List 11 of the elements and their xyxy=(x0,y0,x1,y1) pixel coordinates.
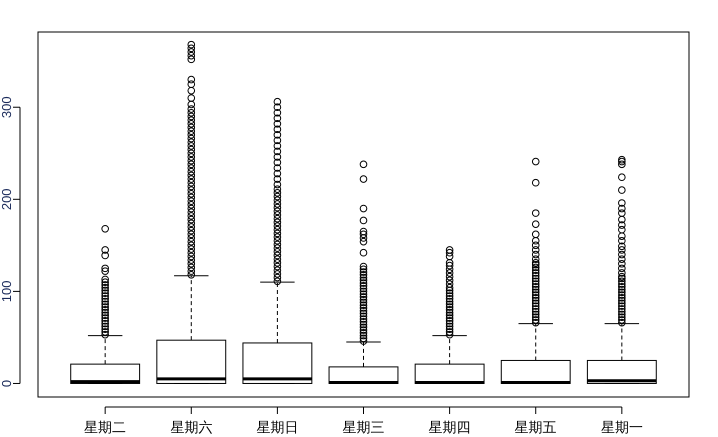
x-tick-label: 星期五 xyxy=(514,419,557,435)
x-tick-label: 星期一 xyxy=(600,419,643,435)
y-tick-label: 200 xyxy=(0,188,14,210)
y-tick-label: 300 xyxy=(0,96,14,118)
x-tick-label: 星期三 xyxy=(342,419,384,435)
y-tick-label: 0 xyxy=(0,380,14,388)
x-tick-label: 星期二 xyxy=(84,419,126,435)
y-tick-label: 100 xyxy=(0,280,14,302)
x-tick-label: 星期六 xyxy=(170,419,212,435)
x-tick-label: 星期日 xyxy=(256,419,298,435)
x-tick-label: 星期四 xyxy=(428,419,471,435)
